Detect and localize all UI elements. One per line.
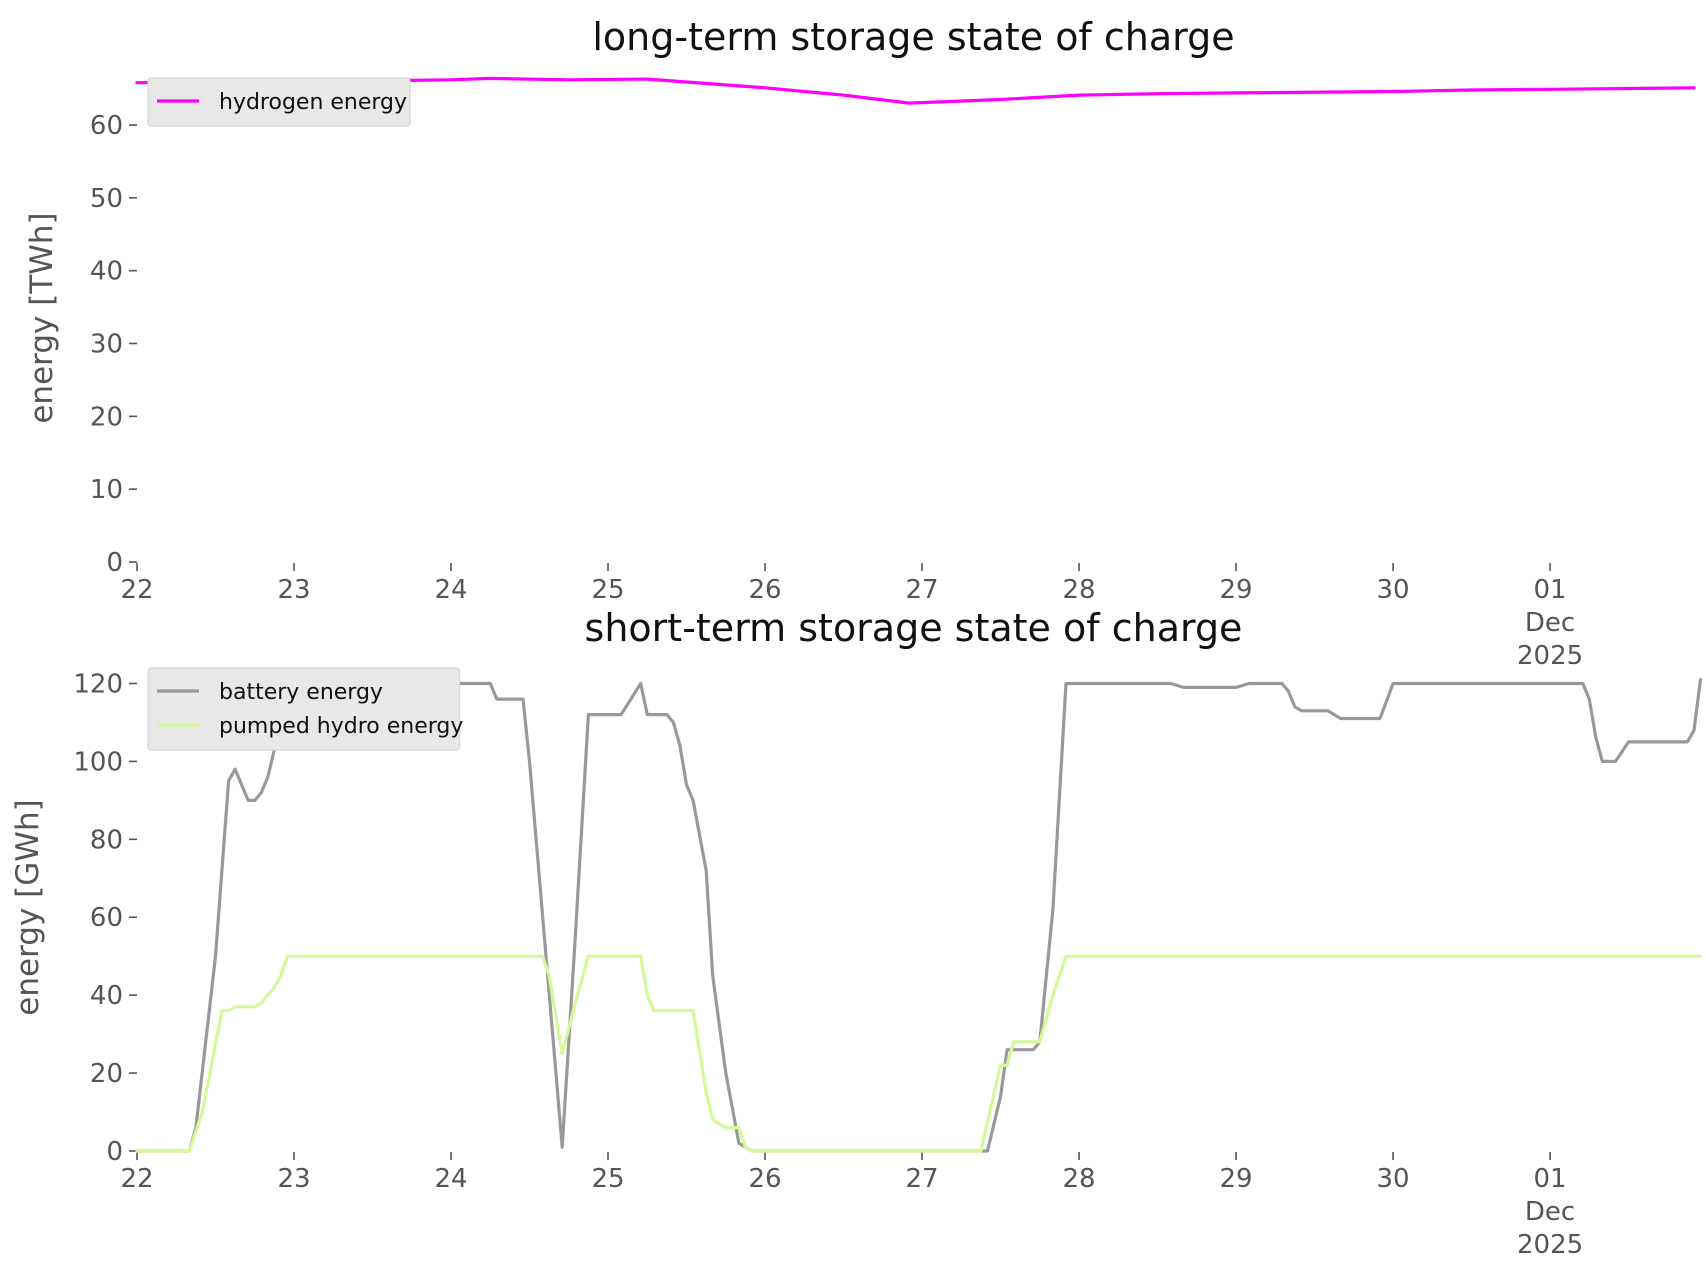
series-line-hydrogen-energy [135, 76, 1696, 105]
x-tick-label: 22 [120, 1164, 153, 1194]
y-tick-label: 40 [90, 981, 123, 1011]
x-tick-label: 30 [1377, 575, 1410, 605]
legend: battery energy pumped hydro energy [147, 667, 463, 751]
legend-label-battery-energy: battery energy [219, 680, 383, 705]
y-tick-label: 50 [90, 184, 123, 214]
x-tick-label: 28 [1063, 1164, 1096, 1194]
x-tick-label: 24 [434, 575, 467, 605]
x-tick-label: 27 [905, 575, 938, 605]
y-tick-label: 60 [90, 903, 123, 933]
x-tick-label: 30 [1377, 1164, 1410, 1194]
y-tick-label: 0 [106, 1137, 123, 1167]
x-tick-label: 25 [591, 575, 624, 605]
x-tick-label: 24 [434, 1164, 467, 1194]
legend-box [147, 77, 411, 127]
x-tick-label: 29 [1220, 575, 1253, 605]
x-tick-label: 25 [591, 1164, 624, 1194]
y-tick-label: 120 [73, 669, 123, 699]
legend: hydrogen energy [147, 77, 411, 127]
y-axis-label: energy [GWh] [10, 799, 46, 1015]
y-tick-label: 10 [90, 475, 123, 505]
y-tick-label: 20 [90, 402, 123, 432]
x-tick-label: 23 [277, 575, 310, 605]
x-tick-label: 27 [905, 1164, 938, 1194]
legend-label-hydrogen-energy: hydrogen energy [219, 90, 407, 115]
x-tick-label: 23 [277, 1164, 310, 1194]
y-axis-label: energy [TWh] [24, 212, 60, 423]
y-tick-label: 30 [90, 329, 123, 359]
x-tick-label: 26 [748, 1164, 781, 1194]
y-tick-label: 100 [73, 747, 123, 777]
x-tick-label: 01 [1534, 1164, 1567, 1194]
legend-box [147, 667, 461, 751]
x-tick-label: 01 [1534, 575, 1567, 605]
x-tick-label: 28 [1063, 575, 1096, 605]
chart-panel-1: long-term storage state of charge energy … [24, 15, 1696, 671]
x-tick-label: Dec [1525, 1197, 1575, 1227]
x-tick-label: 2025 [1517, 1230, 1583, 1260]
y-tick-label: 40 [90, 257, 123, 287]
x-tick-label: 22 [120, 575, 153, 605]
legend-label-pumped-hydro-energy: pumped hydro energy [219, 714, 463, 739]
chart-title: long-term storage state of charge [592, 15, 1234, 59]
x-tick-label: Dec [1525, 608, 1575, 638]
series-line-pumped-hydro-energy [135, 954, 1703, 1153]
y-tick-label: 20 [90, 1059, 123, 1089]
y-tick-label: 60 [90, 111, 123, 141]
y-tick-label: 80 [90, 825, 123, 855]
x-tick-label: 26 [748, 575, 781, 605]
x-tick-label: 2025 [1517, 641, 1583, 671]
chart-panel-2: short-term storage state of charge energy… [10, 606, 1703, 1260]
x-tick-label: 29 [1220, 1164, 1253, 1194]
y-tick-label: 0 [106, 548, 123, 578]
chart-title: short-term storage state of charge [585, 606, 1243, 650]
